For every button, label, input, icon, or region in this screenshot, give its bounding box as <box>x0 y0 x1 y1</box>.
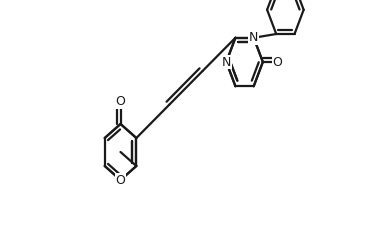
Text: O: O <box>115 173 125 186</box>
Text: N: N <box>222 55 231 69</box>
Text: N: N <box>249 31 258 44</box>
Text: O: O <box>273 55 283 69</box>
Text: O: O <box>115 95 125 108</box>
